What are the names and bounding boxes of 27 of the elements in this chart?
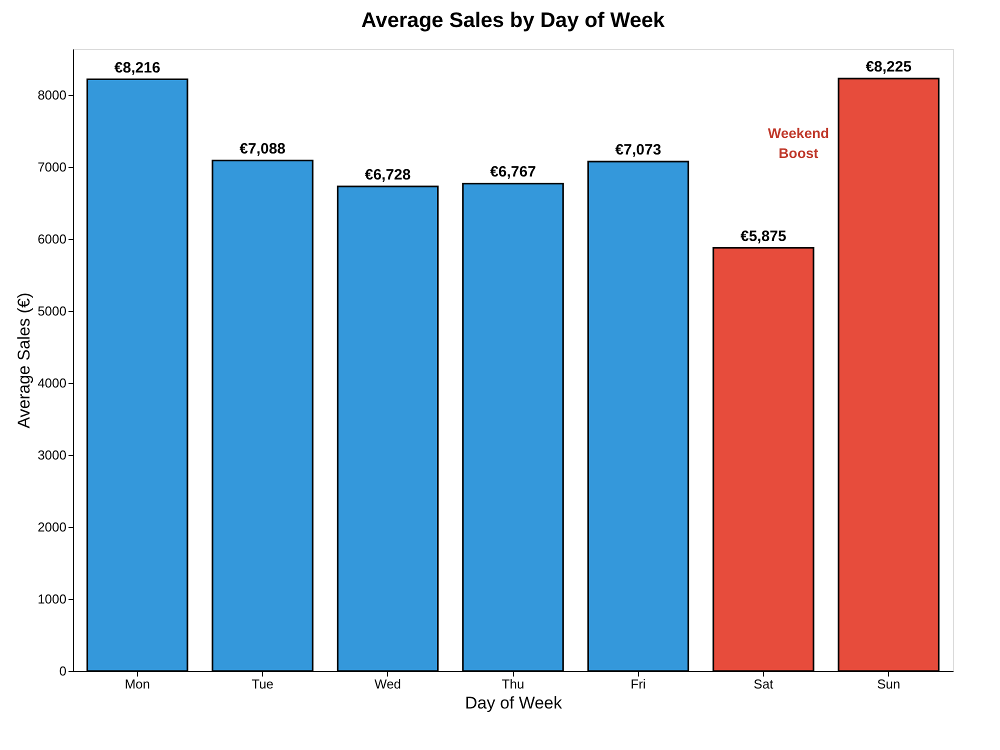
x-tick-label: Fri	[630, 676, 646, 692]
data-label: €7,073	[615, 142, 662, 159]
x-axis-title: Day of Week	[464, 694, 562, 712]
x-tick-label: Mon	[124, 676, 150, 692]
data-label: €8,225	[866, 58, 912, 76]
data-label: €5,875	[740, 228, 786, 245]
x-tick-label: Tue	[252, 676, 274, 692]
x-tick-label: Thu	[502, 676, 524, 692]
y-tick-label: 0	[59, 664, 66, 678]
y-tick-label: 3000	[38, 447, 66, 462]
chart-title: Average Sales by Day of Week	[361, 9, 666, 32]
y-tick-label: 6000	[38, 231, 66, 246]
y-tick-label: 8000	[38, 87, 66, 102]
x-tick-label: Sat	[754, 676, 774, 692]
data-label: €6,767	[490, 164, 536, 181]
data-label: €7,088	[240, 140, 286, 158]
y-tick-label: 7000	[38, 159, 66, 174]
y-tick-label: 1000	[38, 591, 66, 606]
y-tick-label: 4000	[38, 375, 66, 390]
data-label: €8,216	[114, 59, 160, 76]
y-tick-label: 5000	[38, 303, 66, 318]
x-tick-label: Sun	[877, 676, 900, 692]
annotation: Weekend Boost	[768, 125, 830, 161]
y-tick-label: 2000	[38, 519, 66, 534]
x-tick-label: Wed	[374, 676, 402, 692]
data-label: €6,728	[364, 166, 411, 184]
y-axis-title: Average Sales (€)	[14, 292, 34, 428]
